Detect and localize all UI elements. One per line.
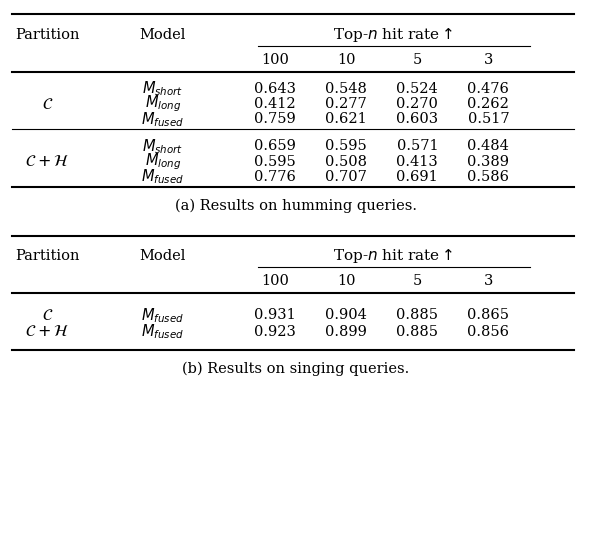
Text: 5: 5 [413,274,422,288]
Text: 0.923: 0.923 [255,325,296,339]
Text: 10: 10 [337,53,356,67]
Text: 0.904: 0.904 [326,308,367,322]
Text: 0.524: 0.524 [397,82,438,96]
Text: Top-$n$ hit rate$\uparrow$: Top-$n$ hit rate$\uparrow$ [333,247,454,266]
Text: $M_{fused}$: $M_{fused}$ [141,167,184,186]
Text: $M_{fused}$: $M_{fused}$ [141,322,184,341]
Text: 100: 100 [261,53,289,67]
Text: 0.759: 0.759 [255,112,296,126]
Text: 0.262: 0.262 [468,97,509,111]
Text: 0.643: 0.643 [255,82,296,96]
Text: 0.865: 0.865 [468,308,509,322]
Text: 0.659: 0.659 [255,139,296,153]
Text: 5: 5 [413,53,422,67]
Text: 0.899: 0.899 [326,325,367,339]
Text: $M_{fused}$: $M_{fused}$ [141,306,184,325]
Text: 0.885: 0.885 [397,308,438,322]
Text: 0.586: 0.586 [468,170,509,184]
Text: 0.707: 0.707 [326,170,367,184]
Text: 0.856: 0.856 [468,325,509,339]
Text: $\mathcal{C}+\mathcal{H}$: $\mathcal{C}+\mathcal{H}$ [25,153,69,170]
Text: 0.571: 0.571 [397,139,438,153]
Text: $\mathcal{C}$: $\mathcal{C}$ [41,95,53,113]
Text: 10: 10 [337,274,356,288]
Text: 0.476: 0.476 [468,82,509,96]
Text: 0.517: 0.517 [468,112,509,126]
Text: $M_{long}$: $M_{long}$ [144,151,181,172]
Text: 0.931: 0.931 [255,308,296,322]
Text: 0.277: 0.277 [326,97,367,111]
Text: 0.885: 0.885 [397,325,438,339]
Text: 0.508: 0.508 [326,154,367,169]
Text: Partition: Partition [15,249,79,263]
Text: 0.595: 0.595 [255,154,296,169]
Text: $M_{fused}$: $M_{fused}$ [141,110,184,128]
Text: 0.621: 0.621 [326,112,367,126]
Text: (a) Results on humming queries.: (a) Results on humming queries. [175,199,417,213]
Text: 100: 100 [261,274,289,288]
Text: $M_{short}$: $M_{short}$ [142,80,184,98]
Text: (b) Results on singing queries.: (b) Results on singing queries. [182,362,410,376]
Text: 0.603: 0.603 [396,112,439,126]
Text: 0.412: 0.412 [255,97,296,111]
Text: 0.413: 0.413 [397,154,438,169]
Text: Partition: Partition [15,28,79,42]
Text: 0.484: 0.484 [468,139,509,153]
Text: Model: Model [140,249,186,263]
Text: 0.548: 0.548 [326,82,367,96]
Text: 0.389: 0.389 [468,154,509,169]
Text: 0.776: 0.776 [255,170,296,184]
Text: $\mathcal{C}+\mathcal{H}$: $\mathcal{C}+\mathcal{H}$ [25,323,69,340]
Text: 3: 3 [484,274,493,288]
Text: $M_{long}$: $M_{long}$ [144,94,181,114]
Text: Model: Model [140,28,186,42]
Text: 0.691: 0.691 [397,170,438,184]
Text: $\mathcal{C}$: $\mathcal{C}$ [41,307,53,324]
Text: Top-$n$ hit rate$\uparrow$: Top-$n$ hit rate$\uparrow$ [333,26,454,44]
Text: 0.270: 0.270 [397,97,438,111]
Text: 3: 3 [484,53,493,67]
Text: $M_{short}$: $M_{short}$ [142,137,184,156]
Text: 0.595: 0.595 [326,139,367,153]
